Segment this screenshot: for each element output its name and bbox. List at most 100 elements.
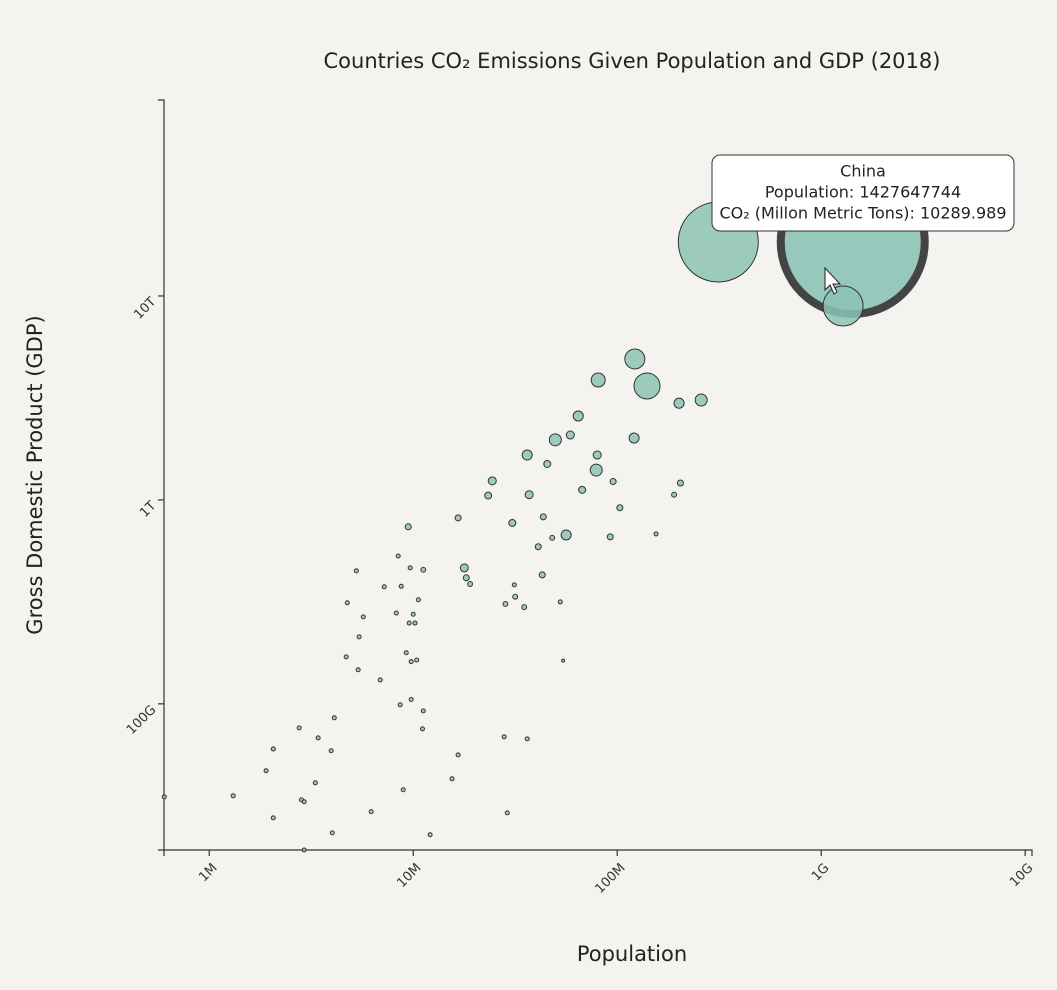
bubble: [511, 582, 517, 588]
bubble: [404, 523, 412, 531]
bubble: [560, 529, 572, 541]
bubble: [539, 513, 547, 521]
bubble: [161, 794, 167, 800]
bubble: [419, 726, 425, 732]
bubble: [606, 533, 614, 541]
bubble: [343, 654, 349, 660]
y-tick-label: 10T: [131, 295, 159, 323]
y-tick-label: 100G: [124, 703, 159, 738]
bubble: [455, 752, 461, 758]
tooltip-line: Population: 1427647744: [765, 183, 961, 202]
bubble: [301, 799, 307, 805]
bubble: [407, 565, 413, 571]
bubble: [427, 832, 433, 838]
bubble: [415, 597, 421, 603]
bubble: [578, 485, 587, 494]
bubble: [673, 397, 685, 409]
bubble: [393, 610, 399, 616]
bubble: [538, 571, 546, 579]
x-tick-label: 1M: [196, 861, 220, 885]
bubble: [628, 432, 640, 444]
bubble: [694, 393, 708, 407]
bubble: [548, 433, 562, 447]
bubble: [315, 735, 321, 741]
bubble: [381, 584, 387, 590]
bubble: [356, 634, 362, 640]
bubble: [508, 518, 517, 527]
bubble: [676, 479, 684, 487]
bubble: [377, 677, 383, 683]
bubble: [270, 746, 276, 752]
x-tick-label: 10M: [394, 861, 424, 891]
bubble: [501, 734, 507, 740]
tooltip-box: [711, 154, 1015, 232]
bubble: [414, 657, 420, 663]
bubble: [504, 810, 510, 816]
bubble: [549, 534, 556, 541]
bubble: [462, 574, 470, 582]
bubble: [420, 708, 426, 714]
bubble: [671, 491, 678, 498]
bubble: [408, 659, 414, 665]
bubble: [521, 604, 528, 611]
bubble: [449, 776, 455, 782]
bubble: [406, 620, 412, 626]
bubble: [624, 348, 646, 370]
bubble: [561, 658, 566, 663]
bubble: [397, 702, 403, 708]
bubble: [487, 476, 497, 486]
y-axis-line: [158, 99, 165, 851]
bubble: [512, 593, 519, 600]
bubble: [270, 815, 276, 821]
bubble: [653, 531, 659, 537]
bubble: [543, 460, 552, 468]
bubble: [301, 847, 307, 853]
y-tick-label: 1T: [137, 499, 159, 521]
x-tick-label: 1G: [809, 861, 833, 885]
bubble: [822, 285, 864, 327]
bubble: [412, 620, 418, 626]
bubble: [230, 793, 236, 799]
bubble: [592, 450, 602, 460]
tooltip-title: China: [840, 162, 886, 181]
bubble: [565, 430, 575, 440]
bubble: [633, 372, 661, 400]
bubble: [263, 768, 269, 774]
x-axis-label: Population: [577, 942, 687, 966]
series: [161, 165, 929, 853]
bubble: [454, 514, 462, 522]
bubble: [410, 611, 416, 617]
bubble: [616, 504, 624, 512]
bubble: [360, 614, 366, 620]
bubble: [398, 583, 404, 589]
bubble: [331, 715, 337, 721]
bubble: [329, 830, 335, 836]
bubble: [312, 780, 318, 786]
cursor: [824, 266, 842, 295]
bubble: [395, 553, 401, 559]
bubble: [368, 809, 374, 815]
bubble: [420, 566, 427, 573]
bubble: [557, 599, 563, 605]
bubble: [344, 600, 350, 606]
bubble: [524, 490, 534, 500]
bubble: [521, 449, 533, 461]
bubble: [589, 463, 603, 477]
x-axis-line: [163, 849, 1033, 856]
bubble: [403, 650, 409, 656]
bubble: [353, 568, 359, 574]
bubble: [328, 748, 334, 754]
bubble: [502, 600, 509, 607]
bubble: [459, 563, 469, 573]
tooltip: China Population: 1427647744 CO₂ (Millon…: [711, 154, 1015, 232]
x-tick-label: 10G: [1007, 861, 1036, 890]
bubble: [408, 697, 414, 703]
tooltip-line: CO₂ (Millon Metric Tons): 10289.989: [719, 204, 1006, 223]
bubble: [355, 667, 361, 673]
bubble: [572, 410, 584, 422]
x-tick-label: 100M: [592, 861, 628, 897]
bubble: [609, 478, 617, 486]
bubble: [467, 581, 474, 587]
bubble: [524, 736, 530, 742]
